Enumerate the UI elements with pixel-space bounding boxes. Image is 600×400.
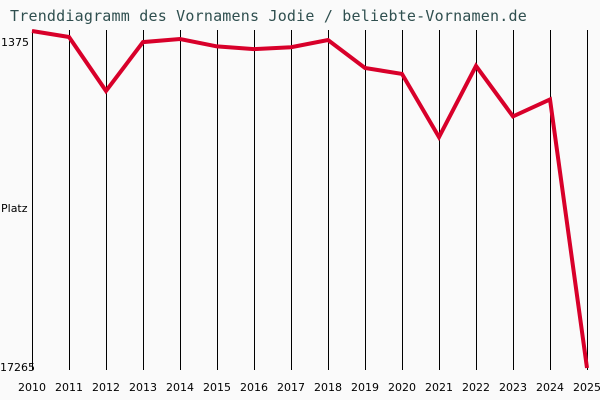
- x-tick-label-2010: 2010: [18, 381, 46, 394]
- x-tick-label-2018: 2018: [314, 381, 342, 394]
- y-axis-bottom-label: 17265: [0, 361, 35, 374]
- x-tick-label-2016: 2016: [240, 381, 268, 394]
- x-tick-label-2011: 2011: [55, 381, 83, 394]
- y-axis-top-label: 1375: [1, 36, 29, 49]
- x-tick-label-2025: 2025: [573, 381, 600, 394]
- x-tick-label-2019: 2019: [351, 381, 379, 394]
- trend-line: [31, 29, 589, 369]
- x-tick-label-2012: 2012: [92, 381, 120, 394]
- x-tick-label-2022: 2022: [462, 381, 490, 394]
- x-tick-label-2015: 2015: [203, 381, 231, 394]
- x-tick-label-2014: 2014: [166, 381, 194, 394]
- x-tick-label-2021: 2021: [425, 381, 453, 394]
- x-tick-label-2020: 2020: [388, 381, 416, 394]
- x-tick-label-2023: 2023: [499, 381, 527, 394]
- x-tick-label-2013: 2013: [129, 381, 157, 394]
- y-axis-title: Platz: [1, 202, 28, 215]
- chart-title: Trenddiagramm des Vornamens Jodie / beli…: [10, 7, 527, 25]
- x-tick-label-2017: 2017: [277, 381, 305, 394]
- x-tick-label-2024: 2024: [536, 381, 564, 394]
